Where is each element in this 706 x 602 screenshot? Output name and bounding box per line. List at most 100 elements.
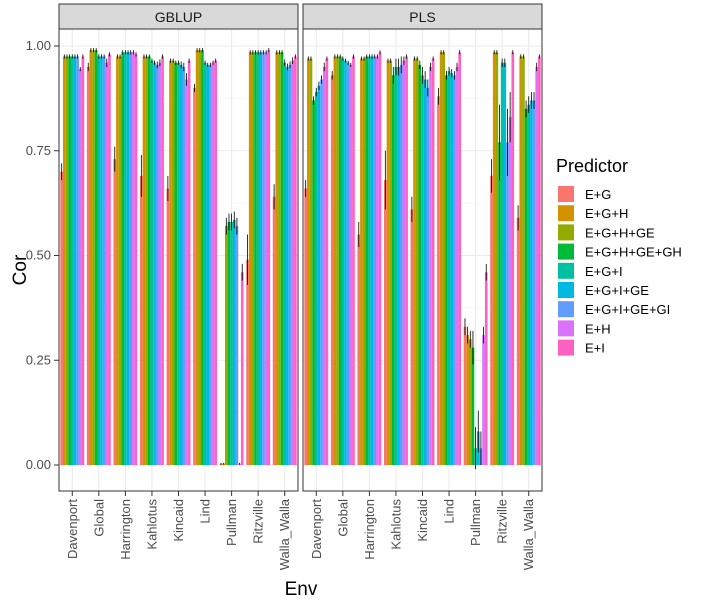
bar <box>458 52 462 465</box>
x-tick-label: Pullman <box>468 499 483 546</box>
bar <box>262 52 265 465</box>
x-tick-label: Ritzville <box>495 499 510 544</box>
bar <box>426 87 430 466</box>
bar <box>368 56 371 465</box>
bar <box>264 52 268 465</box>
legend-swatch <box>558 205 574 222</box>
bar <box>62 56 66 465</box>
bar <box>251 52 255 465</box>
bar <box>330 75 334 465</box>
bar <box>288 64 292 465</box>
bar <box>437 96 440 465</box>
legend-entry: E+H <box>585 321 611 336</box>
bar <box>439 52 443 465</box>
bar <box>214 60 218 465</box>
bar <box>100 56 103 465</box>
bar <box>158 62 162 465</box>
bar <box>471 347 475 465</box>
bar <box>399 64 403 465</box>
bar <box>278 52 281 465</box>
bar <box>482 335 485 465</box>
x-tick-label: Pullman <box>224 499 239 546</box>
bar <box>429 66 432 465</box>
bar <box>346 62 350 465</box>
bar <box>304 188 307 465</box>
bar <box>139 175 143 465</box>
bar <box>81 56 85 465</box>
bar <box>246 259 249 465</box>
bar <box>365 56 369 465</box>
bar <box>341 58 345 465</box>
bar <box>344 60 347 465</box>
facet-strip <box>302 3 543 30</box>
bar <box>498 142 501 465</box>
bar <box>78 69 82 466</box>
legend-entry: E+G+H <box>585 206 628 221</box>
bar <box>254 52 257 465</box>
x-tick-label: Kincaid <box>415 499 430 542</box>
bar <box>391 75 395 465</box>
x-tick-label: Lind <box>198 499 213 524</box>
bar <box>357 234 361 465</box>
bar <box>362 58 366 465</box>
bar <box>177 62 180 465</box>
legend-swatch <box>558 320 574 337</box>
bar <box>519 56 523 465</box>
bar <box>68 56 71 465</box>
bar <box>283 62 287 465</box>
y-axis-ticks: 0.00 0.25 0.50 0.75 1.00 <box>26 38 59 472</box>
bar <box>524 108 528 465</box>
bar <box>410 209 414 465</box>
bar <box>70 56 74 465</box>
bar <box>73 56 77 465</box>
bar <box>468 339 472 465</box>
legend-entry: E+G+H+GE <box>585 225 655 240</box>
bar <box>150 60 154 465</box>
bar <box>511 52 515 465</box>
bar <box>86 66 90 465</box>
bar <box>108 54 111 465</box>
bar <box>506 142 509 465</box>
x-tick-label: Walla_Walla <box>277 498 292 570</box>
bar <box>118 56 122 465</box>
bar <box>153 62 156 465</box>
bar <box>423 79 427 466</box>
x-tick-label: Davenport <box>309 499 324 559</box>
bar <box>495 52 499 465</box>
y-tick-label: 0.50 <box>26 248 51 263</box>
bar <box>314 92 318 465</box>
bar <box>309 58 313 465</box>
bar <box>224 226 228 465</box>
bar <box>60 171 63 465</box>
bar <box>527 104 531 465</box>
bar <box>360 58 363 465</box>
bar <box>508 117 512 465</box>
bar <box>535 66 539 465</box>
bar <box>185 79 188 466</box>
legend-entry: E+G <box>585 187 611 202</box>
bar <box>76 56 79 465</box>
bar <box>402 60 406 465</box>
bar <box>418 64 422 465</box>
bar <box>442 52 446 465</box>
bar <box>124 52 127 465</box>
bar <box>201 50 204 465</box>
bar <box>272 196 276 465</box>
bar <box>376 56 379 465</box>
bar <box>463 326 467 465</box>
y-tick-label: 0.25 <box>26 352 51 367</box>
bar <box>94 50 98 465</box>
bar <box>166 188 170 465</box>
x-axis-title: Env <box>285 579 318 600</box>
bar <box>209 64 212 465</box>
x-tick-label: Davenport <box>65 499 80 559</box>
bar <box>383 180 387 465</box>
bar <box>174 62 178 465</box>
bar <box>516 217 520 465</box>
bar <box>142 56 146 465</box>
bar <box>259 52 263 465</box>
bar <box>182 66 186 465</box>
bar <box>89 50 93 465</box>
bar <box>490 175 493 465</box>
